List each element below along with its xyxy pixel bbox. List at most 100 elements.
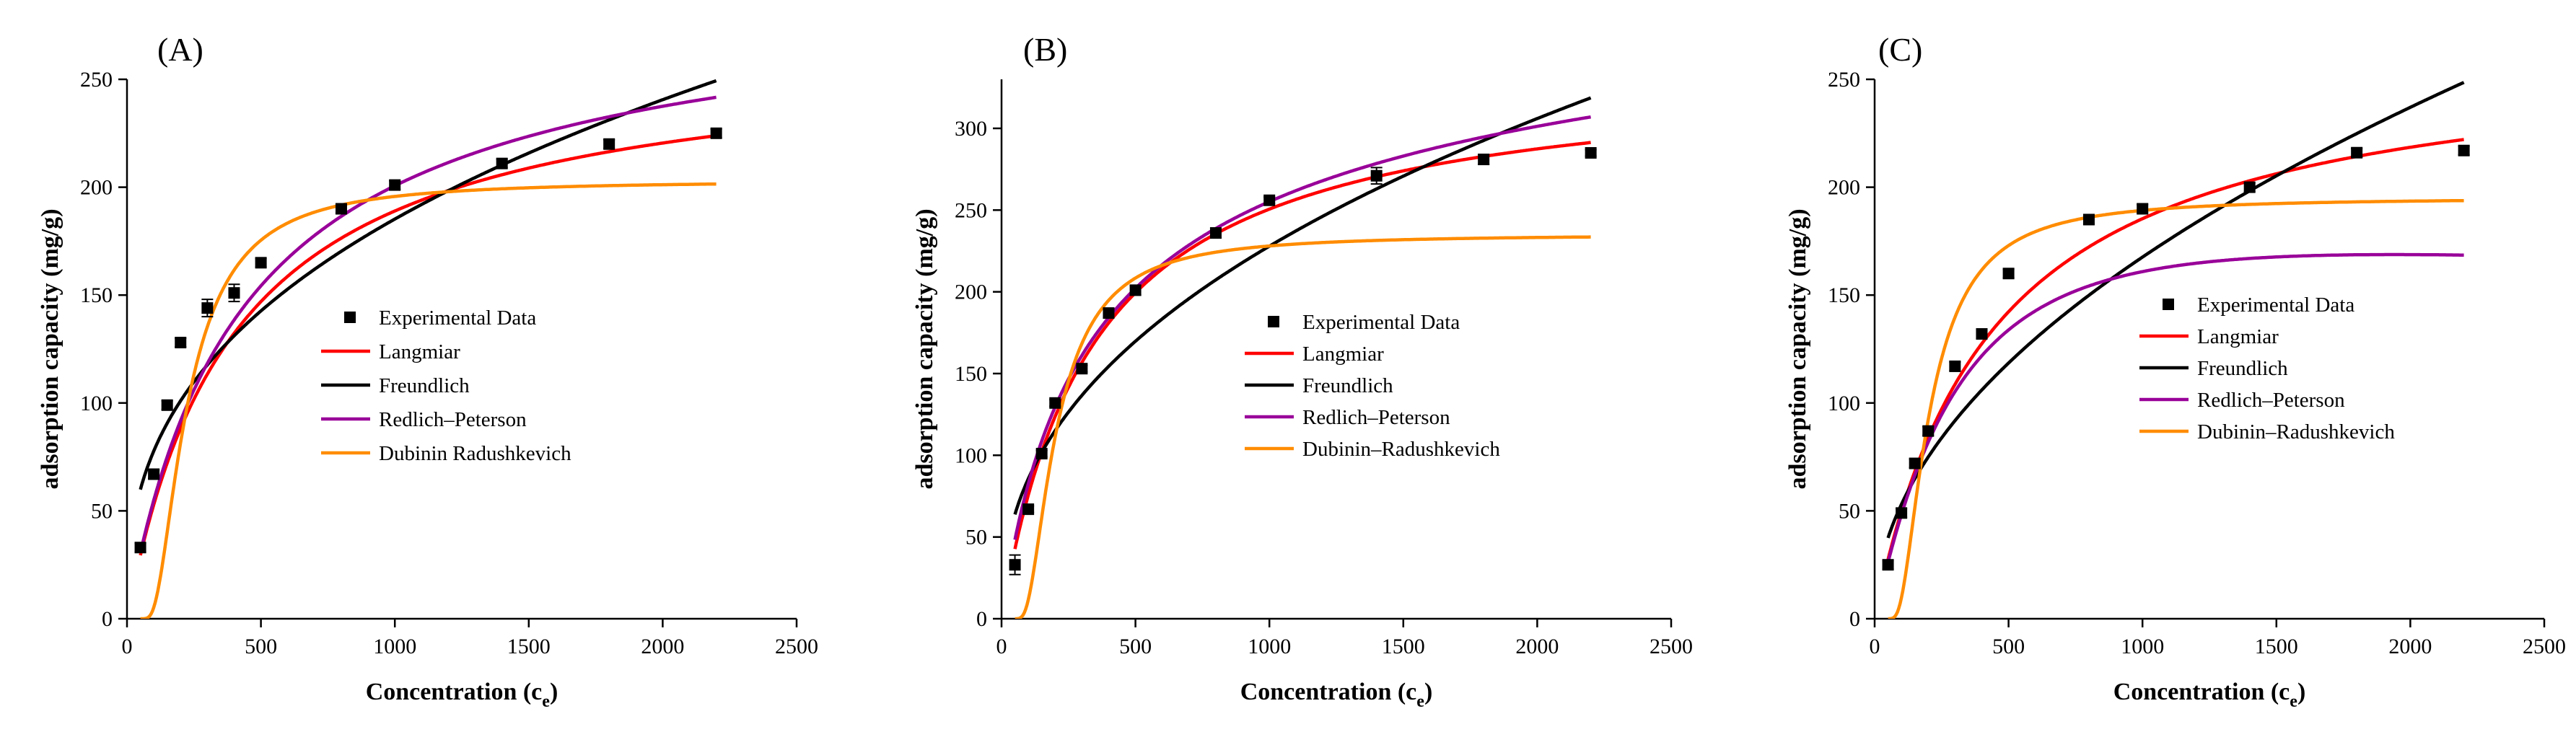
- data-point: [2458, 144, 2470, 156]
- langmuir-curve: [139, 133, 717, 556]
- legend-label-langmuir: Langmiar: [1302, 343, 1384, 366]
- data-point: [1209, 227, 1222, 239]
- data-point: [201, 302, 214, 314]
- x-tick-label: 500: [1119, 635, 1152, 658]
- x-tick-label: 2000: [1515, 635, 1559, 658]
- x-axis-title-subscript: e: [542, 692, 550, 711]
- data-point: [228, 287, 240, 299]
- y-axis-title: adsorption capacity (mg/g): [37, 208, 63, 489]
- x-tick-label: 0: [1870, 635, 1880, 658]
- data-point: [2351, 146, 2363, 159]
- x-axis-title-end: ): [550, 679, 558, 705]
- y-tick-label: 250: [1828, 68, 1860, 92]
- x-tick-label: 1000: [373, 635, 416, 658]
- panel-label: (B): [1023, 31, 1067, 68]
- panel-a: 0 500 1000 1500 2000 2500 0 50 100 150 200 250 Conce…: [37, 31, 818, 711]
- legend-marker-experimental: [1268, 316, 1279, 327]
- legend-label-langmuir: Langmiar: [2197, 325, 2279, 348]
- x-tick-label: 2500: [775, 635, 818, 658]
- data-point: [335, 203, 347, 215]
- x-axis-title-main: Concentration (c: [2113, 679, 2290, 705]
- x-tick-label: 500: [245, 635, 277, 658]
- x-axis-title: Concentration (ce): [366, 679, 558, 711]
- data-point: [1909, 457, 1921, 469]
- y-axis-title: adsorption capacity (mg/g): [911, 208, 938, 489]
- dubinin-curve: [140, 182, 717, 619]
- data-point: [2243, 181, 2256, 193]
- x-axis-title-main: Concentration (c: [1240, 679, 1417, 705]
- y-tick-label: 0: [102, 607, 113, 631]
- y-tick-label: 300: [955, 117, 987, 141]
- dubinin-curve: [1015, 235, 1591, 619]
- data-point: [148, 468, 160, 480]
- legend: Experimental Data Langmiar Freundlich Redli…: [2139, 294, 2395, 443]
- y-tick-label: 100: [1828, 392, 1860, 415]
- data-point: [1882, 559, 1894, 571]
- x-axis-title-end: ): [2297, 679, 2305, 705]
- legend-label-freundlich: Freundlich: [1302, 374, 1393, 397]
- legend-marker-experimental: [2163, 299, 2174, 310]
- legend-label-freundlich: Freundlich: [2197, 357, 2288, 380]
- x-tick-label: 0: [996, 635, 1007, 658]
- legend-label-redlich_peterson: Redlich–Peterson: [1302, 406, 1450, 429]
- data-point: [1478, 154, 1490, 166]
- x-axis-title-end: ): [1424, 679, 1432, 705]
- data-point: [1896, 507, 1908, 519]
- panel-b: 0 500 1000 1500 2000 2500 0 50 100 150 200 250 300 Co…: [911, 31, 1693, 711]
- data-point: [1263, 194, 1276, 206]
- x-tick-label: 1000: [2121, 635, 2164, 658]
- data-point: [1103, 307, 1115, 319]
- x-tick-label: 2500: [1650, 635, 1693, 658]
- panel-c: 0 500 1000 1500 2000 2500 0 50 100 150 200 250 Conce…: [1784, 31, 2566, 711]
- y-tick-label: 150: [1828, 283, 1860, 307]
- redlich_peterson-curve: [139, 95, 717, 554]
- x-axis-title-main: Concentration (c: [366, 679, 543, 705]
- y-tick-label: 0: [976, 607, 987, 631]
- legend-label-redlich_peterson: Redlich–Peterson: [2197, 389, 2345, 412]
- legend-marker-experimental: [344, 312, 356, 323]
- data-point: [496, 157, 508, 169]
- data-point: [1035, 448, 1048, 460]
- data-point: [175, 337, 187, 349]
- x-axis-title-subscript: e: [1416, 692, 1424, 711]
- model-curves: [139, 79, 717, 619]
- legend-label-redlich_peterson: Redlich–Peterson: [379, 408, 527, 431]
- y-tick-label: 50: [1839, 499, 1860, 523]
- x-axis-title: Concentration (ce): [2113, 679, 2306, 711]
- data-point: [1129, 284, 1142, 296]
- legend-label-dubinin: Dubinin Radushkevich: [379, 442, 571, 465]
- x-tick-label: 500: [1992, 635, 2025, 658]
- legend-label-langmuir: Langmiar: [379, 340, 460, 363]
- x-tick-label: 1500: [1382, 635, 1425, 658]
- data-point: [1022, 503, 1035, 516]
- langmuir-curve: [1013, 141, 1591, 550]
- data-point: [2002, 268, 2015, 280]
- legend-label-experimental: Experimental Data: [1302, 311, 1460, 334]
- y-tick-label: 150: [80, 283, 113, 307]
- y-tick-label: 100: [80, 392, 113, 415]
- x-tick-label: 0: [122, 635, 133, 658]
- legend-label-dubinin: Dubinin–Radushkevich: [1302, 438, 1500, 461]
- data-point: [134, 542, 146, 554]
- model-curves: [1886, 81, 2465, 619]
- x-axis-title: Concentration (ce): [1240, 679, 1433, 711]
- y-tick-label: 0: [1849, 607, 1860, 631]
- legend-label-experimental: Experimental Data: [379, 306, 536, 330]
- data-point: [1076, 363, 1088, 375]
- y-tick-label: 50: [965, 526, 987, 550]
- data-point: [1922, 425, 1935, 437]
- legend-label-dubinin: Dubinin–Radushkevich: [2197, 420, 2395, 443]
- data-point: [710, 127, 722, 139]
- legend: Experimental Data Langmiar Freundlich Redli…: [321, 306, 571, 465]
- y-tick-label: 200: [955, 281, 987, 304]
- data-point: [255, 257, 267, 269]
- y-tick-label: 150: [955, 362, 987, 386]
- data-point: [2137, 203, 2149, 215]
- freundlich-curve: [1886, 81, 2465, 539]
- y-tick-label: 250: [955, 198, 987, 222]
- langmuir-curve: [1886, 138, 2464, 560]
- legend-label-experimental: Experimental Data: [2197, 294, 2354, 317]
- data-point: [1370, 169, 1383, 182]
- data-point: [389, 179, 401, 191]
